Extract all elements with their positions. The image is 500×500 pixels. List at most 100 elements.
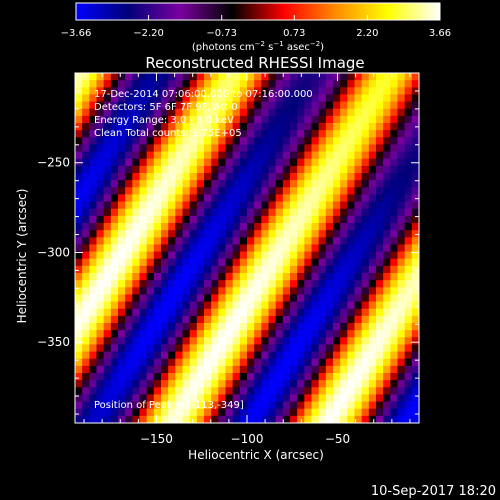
heatmap-cell <box>397 237 406 246</box>
heatmap-cell <box>368 373 377 381</box>
heatmap-cell <box>75 144 83 153</box>
heatmap-cell <box>361 358 370 367</box>
heatmap-cell <box>82 237 90 246</box>
heatmap-cell <box>132 208 141 217</box>
heatmap-cell <box>103 223 112 231</box>
heatmap-cell <box>125 94 133 103</box>
heatmap-cell <box>311 273 320 281</box>
heatmap-cell <box>103 280 112 288</box>
heatmap-cell <box>347 280 356 288</box>
heatmap-cell <box>139 244 148 253</box>
heatmap-cell <box>390 180 399 188</box>
heatmap-cell <box>325 273 334 281</box>
heatmap-cell <box>290 258 298 267</box>
heatmap-cell <box>311 394 320 403</box>
heatmap-cell <box>75 394 83 403</box>
heatmap-cell <box>189 258 198 267</box>
heatmap-cell <box>297 208 305 217</box>
heatmap-cell <box>333 365 341 374</box>
heatmap-cell <box>282 94 291 103</box>
heatmap-cell <box>268 401 277 410</box>
heatmap-cell <box>196 323 205 331</box>
heatmap-cell <box>218 87 227 96</box>
heatmap-cell <box>110 187 119 196</box>
heatmap-cell <box>304 158 313 167</box>
heatmap-cell <box>161 344 169 353</box>
heatmap-cell <box>139 94 148 103</box>
heatmap-cell <box>82 87 90 96</box>
heatmap-cell <box>182 223 191 231</box>
heatmap-cell <box>139 337 148 346</box>
heatmap-cell <box>376 358 384 367</box>
heatmap-cell <box>311 215 320 224</box>
heatmap-cell <box>361 173 370 181</box>
heatmap-cell <box>146 173 155 181</box>
heatmap-cell <box>290 330 298 338</box>
heatmap-cell <box>304 187 313 196</box>
heatmap-cell <box>376 323 384 331</box>
heatmap-cell <box>118 123 126 131</box>
heatmap-cell <box>268 337 277 346</box>
heatmap-cell <box>304 237 313 246</box>
heatmap-cell <box>204 394 212 403</box>
heatmap-cell <box>404 258 413 267</box>
heatmap-cell <box>340 358 348 367</box>
heatmap-cell <box>261 208 270 217</box>
heatmap-cell <box>225 115 234 124</box>
heatmap-cell <box>376 237 384 246</box>
heatmap-cell <box>125 123 133 131</box>
heatmap-cell <box>368 137 377 146</box>
heatmap-cell <box>333 87 341 96</box>
heatmap-cell <box>347 115 356 124</box>
heatmap-cell <box>290 165 298 174</box>
heatmap-cell <box>204 173 212 181</box>
heatmap-cell <box>96 230 105 238</box>
heatmap-cell <box>347 101 356 110</box>
heatmap-cell <box>96 115 105 124</box>
heatmap-cell <box>383 108 391 117</box>
heatmap-cell <box>261 308 270 317</box>
heatmap-cell <box>96 401 105 410</box>
heatmap-cell <box>397 187 406 196</box>
heatmap-cell <box>247 401 255 410</box>
heatmap-cell <box>125 158 133 167</box>
heatmap-cell <box>268 344 277 353</box>
heatmap-cell <box>275 180 284 188</box>
heatmap-cell <box>368 237 377 246</box>
heatmap-cell <box>261 201 270 210</box>
heatmap-cell <box>161 244 169 253</box>
heatmap-cell <box>196 158 205 167</box>
heatmap-cell <box>153 108 162 117</box>
heatmap-cell <box>368 380 377 388</box>
heatmap-cell <box>354 394 363 403</box>
heatmap-cell <box>110 415 119 423</box>
heatmap-cell <box>383 344 391 353</box>
heatmap-cell <box>347 294 356 303</box>
heatmap-cell <box>189 251 198 260</box>
heatmap-cell <box>268 94 277 103</box>
heatmap-cell <box>383 180 391 188</box>
heatmap-cell <box>347 144 356 153</box>
heatmap-cell <box>304 280 313 288</box>
heatmap-cell <box>261 137 270 146</box>
heatmap-cell <box>103 215 112 224</box>
heatmap-cell <box>168 258 176 267</box>
heatmap-cell <box>82 415 90 423</box>
heatmap-cell <box>361 223 370 231</box>
heatmap-cell <box>325 158 334 167</box>
heatmap-cell <box>218 130 227 138</box>
heatmap-cell <box>204 108 212 117</box>
heatmap-cell <box>354 287 363 296</box>
heatmap-cell <box>297 180 305 188</box>
heatmap-cell <box>325 401 334 410</box>
heatmap-cell <box>368 230 377 238</box>
heatmap-cell <box>232 115 241 124</box>
heatmap-cell <box>397 365 406 374</box>
heatmap-cell <box>290 137 298 146</box>
heatmap-cell <box>254 223 262 231</box>
heatmap-cell <box>376 294 384 303</box>
heatmap-cell <box>275 94 284 103</box>
heatmap-cell <box>347 258 356 267</box>
heatmap-cell <box>218 165 227 174</box>
heatmap-cell <box>118 115 126 124</box>
